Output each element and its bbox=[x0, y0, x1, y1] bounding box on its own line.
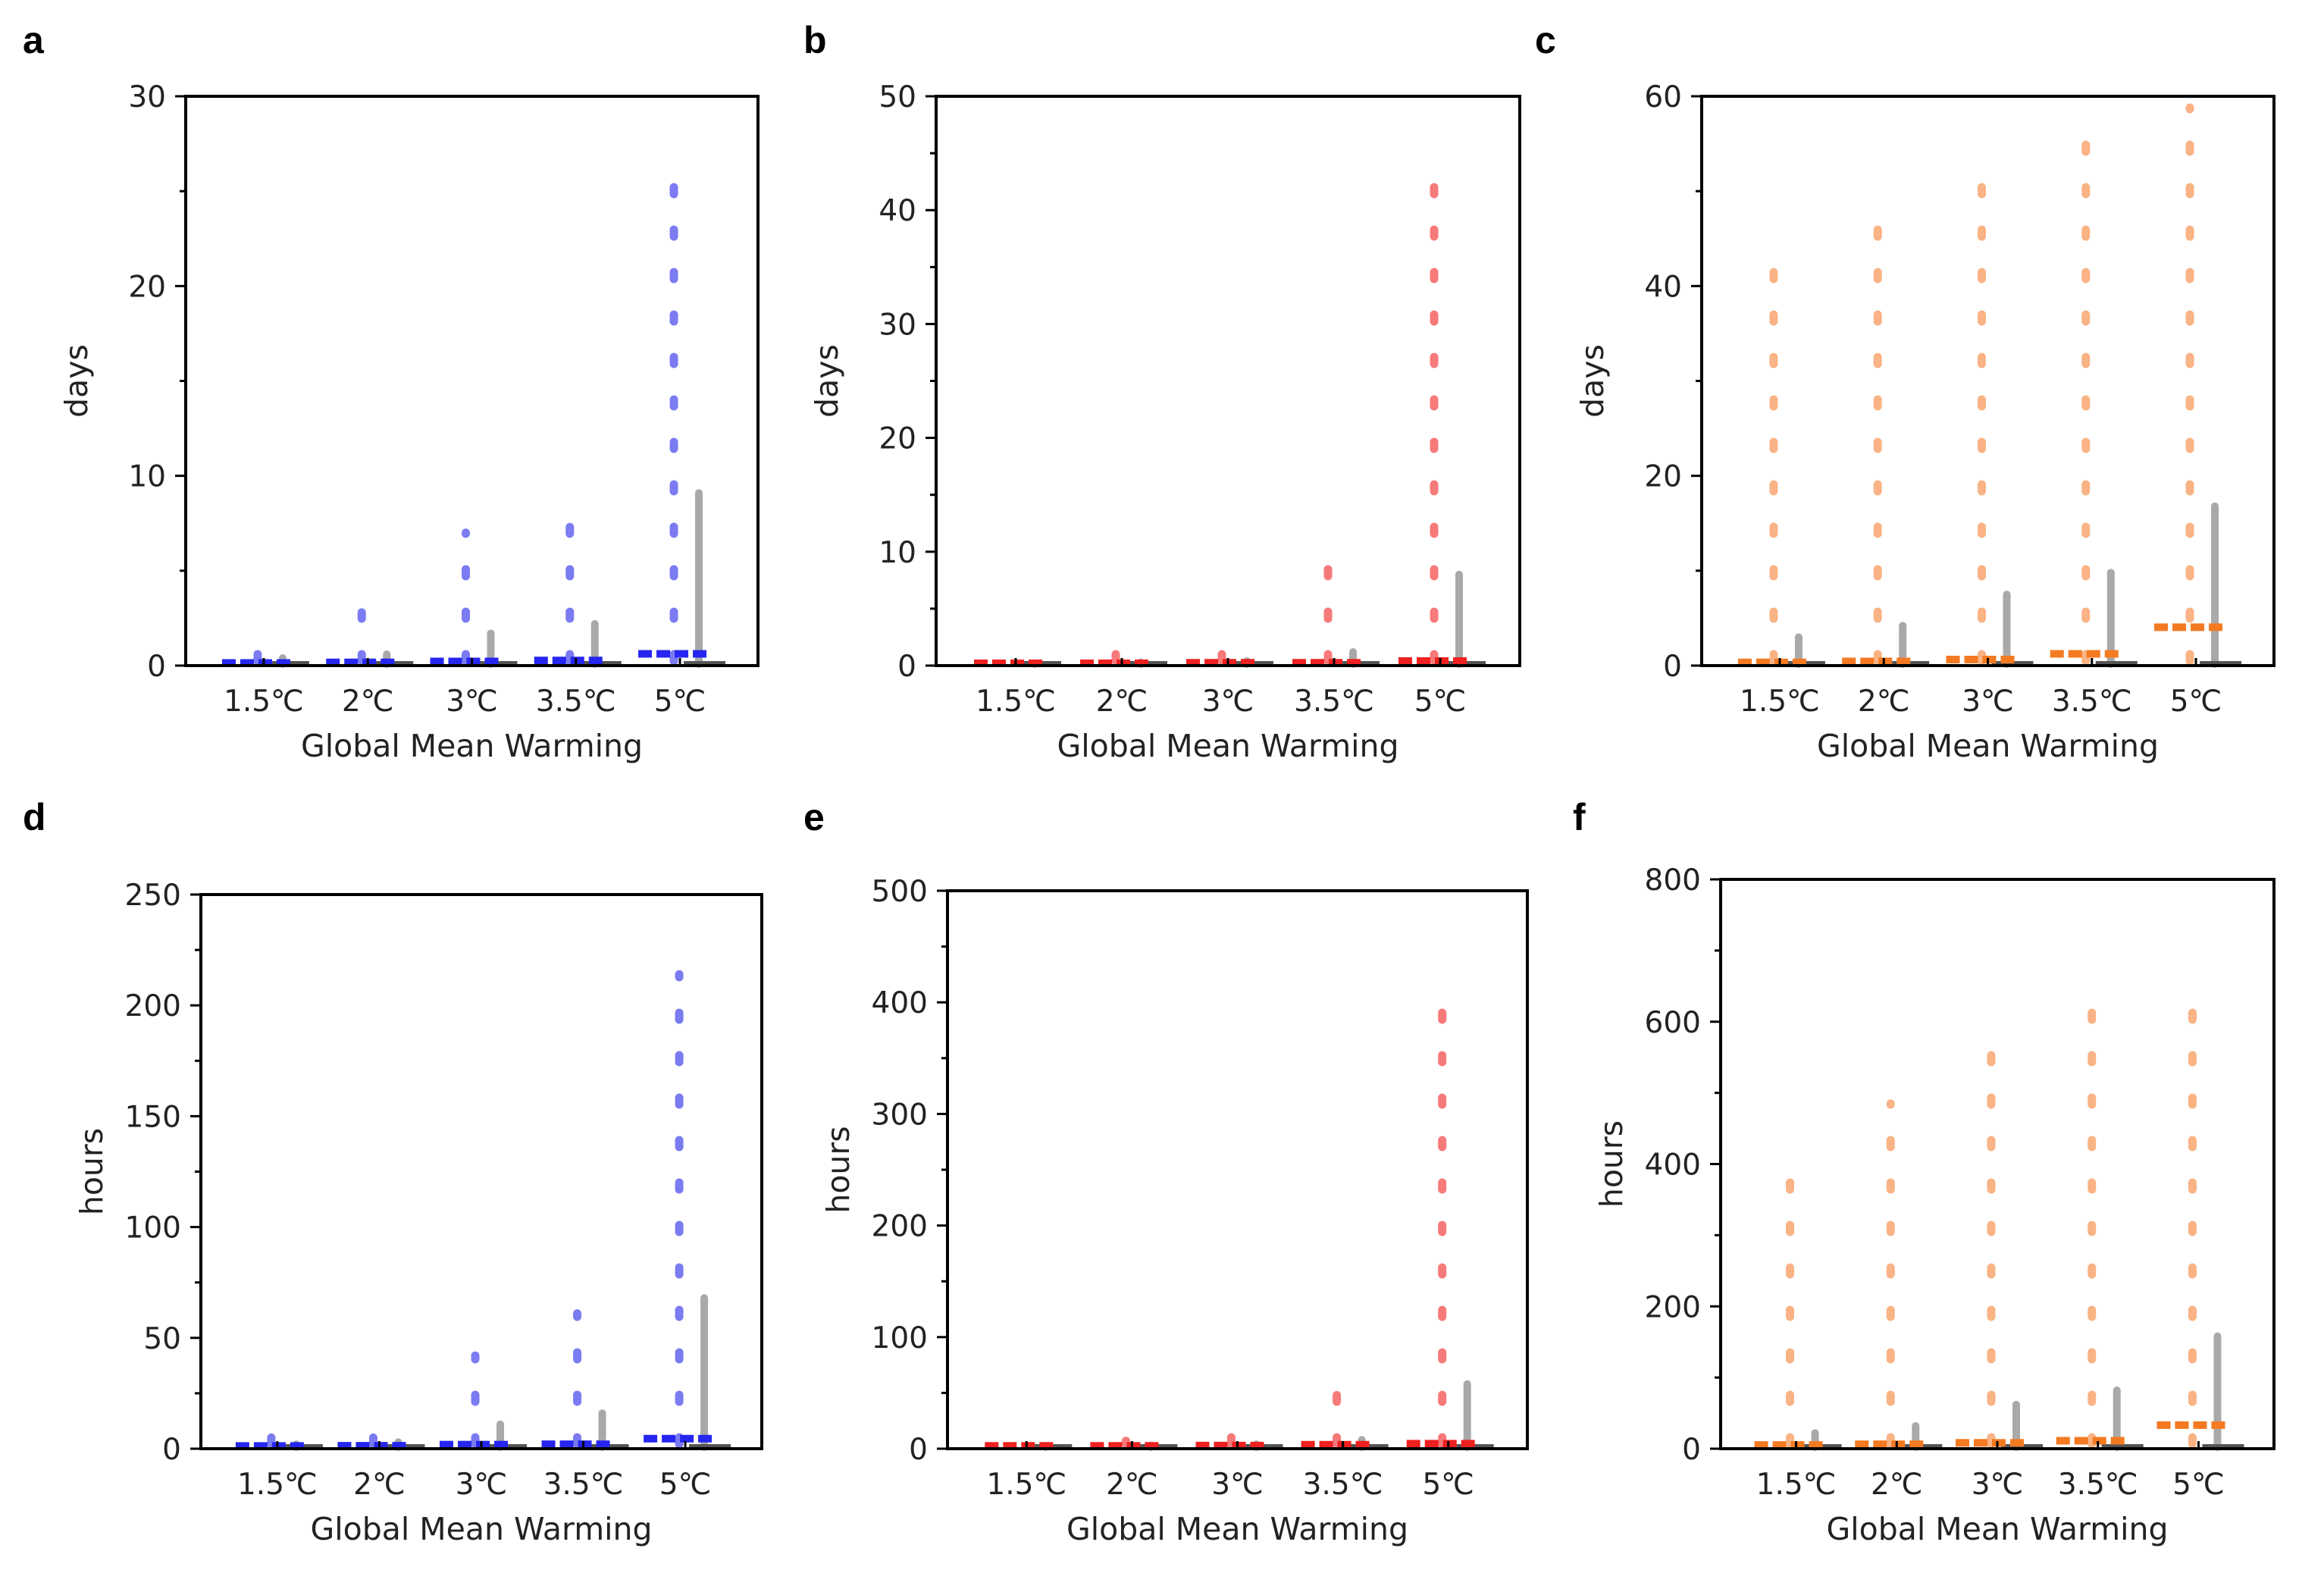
y-tick-label: 40 bbox=[1644, 270, 1682, 304]
x-axis-label: Global Mean Warming bbox=[1826, 1511, 2168, 1547]
y-axis-label: days bbox=[58, 344, 95, 418]
y-tick-label: 40 bbox=[879, 194, 916, 228]
y-tick-label: 150 bbox=[125, 1100, 181, 1134]
panel-d: d 0 50 100 150 200 250 hours 1.5℃ 2℃ 3℃ 3.5℃ 5℃Globa… bbox=[23, 796, 763, 1547]
panel-letter: f bbox=[1573, 796, 1586, 838]
x-tick-label: 3℃ bbox=[1962, 685, 2014, 719]
panel-letter: e bbox=[803, 796, 825, 838]
y-tick-label: 20 bbox=[1644, 460, 1682, 494]
x-tick-label: 3℃ bbox=[1972, 1468, 2024, 1502]
y-tick-label: 400 bbox=[872, 986, 928, 1020]
y-axis-label: hours bbox=[74, 1128, 110, 1215]
plot-frame bbox=[184, 95, 760, 667]
x-tick-label: 3.5℃ bbox=[1303, 1468, 1383, 1502]
x-tick-label: 5℃ bbox=[654, 685, 706, 719]
x-tick-label: 1.5℃ bbox=[237, 1468, 318, 1502]
y-tick-label: 10 bbox=[879, 536, 916, 570]
y-tick-label: 0 bbox=[162, 1433, 181, 1467]
plot-frame bbox=[1700, 95, 2275, 667]
x-tick-label: 1.5℃ bbox=[1740, 685, 1820, 719]
x-tick-label: 5℃ bbox=[2172, 1468, 2225, 1502]
y-axis-label: days bbox=[809, 344, 845, 418]
y-tick-label: 250 bbox=[125, 879, 181, 913]
x-tick-label: 3℃ bbox=[446, 685, 498, 719]
x-tick-label: 3.5℃ bbox=[536, 685, 616, 719]
y-axis-label: days bbox=[1574, 344, 1611, 418]
x-tick-label: 2℃ bbox=[1858, 685, 1910, 719]
x-tick-label: 1.5℃ bbox=[1756, 1468, 1837, 1502]
panel-e: e 0 100 200 300 400 500 hours 1.5℃ 2℃ 3℃ 3.5℃ 5℃ Glob… bbox=[803, 796, 1529, 1547]
x-tick-label: 1.5℃ bbox=[976, 685, 1056, 719]
x-tick-label: 5℃ bbox=[1414, 685, 1467, 719]
x-tick-label: 5℃ bbox=[659, 1468, 712, 1502]
panel-letter: a bbox=[23, 19, 45, 61]
y-axis-label: hours bbox=[820, 1126, 857, 1213]
y-tick-label: 400 bbox=[1645, 1149, 1701, 1183]
x-tick-label: 2℃ bbox=[1106, 1468, 1158, 1502]
y-tick-label: 200 bbox=[1645, 1290, 1701, 1324]
x-tick-label: 2℃ bbox=[1871, 1468, 1923, 1502]
y-tick-label: 30 bbox=[879, 308, 916, 342]
x-axis-label: Global Mean Warming bbox=[301, 728, 643, 764]
y-tick-label: 300 bbox=[872, 1098, 928, 1132]
x-tick-label: 3℃ bbox=[1211, 1468, 1264, 1502]
y-tick-label: 0 bbox=[1663, 650, 1682, 684]
y-tick-label: 0 bbox=[1682, 1433, 1701, 1467]
x-tick-label: 3.5℃ bbox=[1294, 685, 1374, 719]
x-tick-label: 2℃ bbox=[342, 685, 394, 719]
y-tick-label: 0 bbox=[897, 650, 916, 684]
y-tick-label: 200 bbox=[872, 1210, 928, 1244]
x-tick-label: 3.5℃ bbox=[2058, 1468, 2138, 1502]
x-tick-label: 3.5℃ bbox=[543, 1468, 624, 1502]
y-tick-label: 30 bbox=[128, 80, 166, 114]
y-tick-label: 20 bbox=[128, 270, 166, 304]
plot-frame bbox=[935, 95, 1521, 667]
y-tick-label: 500 bbox=[872, 875, 928, 909]
plot-frame bbox=[199, 893, 763, 1450]
panel-f: f 0 200 400 600 800 hours 1.5℃ 2℃ 3℃ 3.5℃ 5℃Global … bbox=[1573, 796, 2275, 1547]
x-tick-label: 5℃ bbox=[1422, 1468, 1474, 1502]
y-tick-label: 20 bbox=[879, 422, 916, 456]
panel-letter: b bbox=[803, 19, 827, 61]
x-tick-label: 2℃ bbox=[353, 1468, 406, 1502]
y-tick-label: 0 bbox=[909, 1433, 928, 1467]
y-tick-label: 100 bbox=[872, 1321, 928, 1355]
x-tick-label: 3.5℃ bbox=[2052, 685, 2132, 719]
plot-frame bbox=[946, 889, 1529, 1450]
y-tick-label: 200 bbox=[125, 989, 181, 1023]
x-tick-label: 2℃ bbox=[1096, 685, 1148, 719]
y-axis-label: hours bbox=[1593, 1120, 1630, 1208]
x-tick-label: 3℃ bbox=[456, 1468, 508, 1502]
y-tick-label: 0 bbox=[147, 650, 166, 684]
y-tick-label: 60 bbox=[1644, 80, 1682, 114]
panel-b: b 0 10 20 30 40 50 days 1.5℃ 2℃ 3℃ 3.5℃ 5℃ Global Mea… bbox=[803, 19, 1521, 764]
x-tick-label: 5℃ bbox=[2170, 685, 2222, 719]
y-tick-label: 600 bbox=[1645, 1006, 1701, 1040]
x-axis-label: Global Mean Warming bbox=[1817, 728, 2159, 764]
x-axis-label: Global Mean Warming bbox=[310, 1511, 652, 1547]
y-tick-label: 100 bbox=[125, 1211, 181, 1246]
y-tick-label: 800 bbox=[1645, 863, 1701, 898]
y-tick-label: 50 bbox=[143, 1322, 181, 1356]
panel-a: a 0 10 20 30 days 1.5℃ 2℃ 3℃ 3.5℃ 5℃ Global Mean Wa… bbox=[23, 19, 760, 764]
x-axis-label: Global Mean Warming bbox=[1066, 1511, 1408, 1547]
panel-c: c 0 20 40 60 days 1.5℃ 2℃ 3℃ 3.5℃ 5℃ Global Mean Wa… bbox=[1535, 19, 2275, 764]
x-axis-label: Global Mean Warming bbox=[1057, 728, 1398, 764]
x-tick-label: 1.5℃ bbox=[986, 1468, 1066, 1502]
panel-letter: c bbox=[1535, 19, 1556, 61]
x-tick-label: 3℃ bbox=[1202, 685, 1254, 719]
panel-letter: d bbox=[23, 796, 46, 838]
x-tick-label: 1.5℃ bbox=[224, 685, 304, 719]
y-tick-label: 50 bbox=[879, 80, 916, 114]
y-tick-label: 10 bbox=[128, 460, 166, 494]
plot-frame bbox=[1719, 878, 2275, 1450]
